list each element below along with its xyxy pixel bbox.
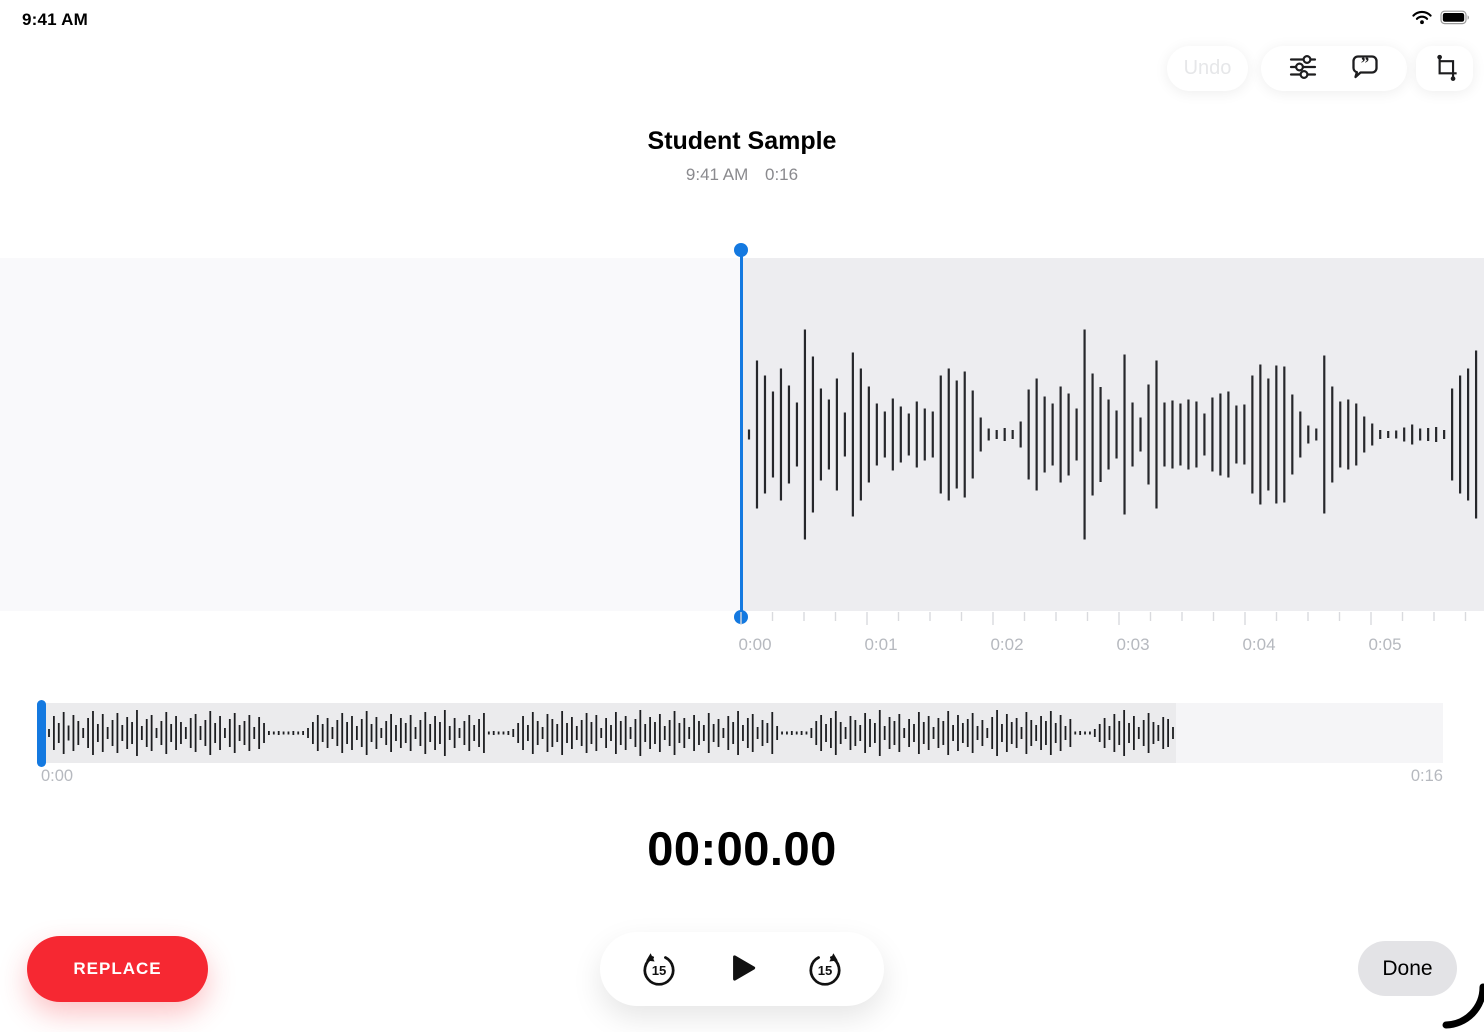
overview-end-time: 0:16 [1410,767,1443,785]
playback-settings-button[interactable] [1282,48,1324,90]
svg-text:”: ” [1361,54,1370,73]
skip-forward-15-icon: 15 [804,947,846,992]
overview-waveform [48,710,1174,756]
crop-icon [1428,50,1462,87]
svg-text:0:01: 0:01 [864,635,897,654]
done-button[interactable]: Done [1358,941,1457,996]
play-icon [721,947,763,992]
status-bar-time: 9:41 AM [22,10,88,29]
skip-back-15-button[interactable]: 15 [635,945,683,993]
skip-forward-15-button[interactable]: 15 [801,945,849,993]
playhead-top-handle[interactable] [734,243,748,257]
corner-arc-graphic [1442,983,1484,1029]
current-time-display: 00:00.00 [647,822,837,875]
time-ruler: 0:00 0:01 0:02 0:03 0:04 0:05 [738,612,1467,654]
wifi-icon [1411,9,1433,30]
undo-button[interactable]: Undo [1167,46,1248,91]
transcript-bubble-icon: ” [1349,51,1381,86]
recording-title: Student Sample [647,127,837,155]
svg-text:15: 15 [818,962,833,977]
sliders-icon [1287,52,1319,85]
svg-text:15: 15 [652,962,667,977]
status-bar-icons [1411,9,1470,30]
waveform-left-region [0,258,741,611]
main-waveform [747,329,1478,540]
recording-time: 9:41 AM [685,165,749,184]
playhead[interactable] [739,250,743,617]
svg-text:0:04: 0:04 [1242,635,1275,654]
svg-text:0:02: 0:02 [990,635,1023,654]
recording-meta: 9:41 AM 0:16 [0,165,1484,185]
crop-pill [1416,46,1473,91]
trim-button[interactable] [1424,48,1466,90]
waveform-scrub-area[interactable] [0,258,1484,611]
svg-text:0:05: 0:05 [1368,635,1401,654]
svg-text:0:03: 0:03 [1116,635,1149,654]
overview-start-time: 0:00 [41,767,74,785]
waveform-right-region [741,258,1484,611]
toolbar-pill: ” [1261,46,1407,91]
overview-strip[interactable] [37,700,1443,767]
overview-empty-region [1176,703,1443,763]
transcript-button[interactable]: ” [1344,48,1386,90]
recording-duration: 0:16 [765,165,799,184]
battery-icon [1440,10,1470,30]
play-button[interactable] [718,945,766,993]
replace-button[interactable]: REPLACE [27,936,208,1002]
overview-playhead[interactable] [37,700,46,767]
svg-text:0:00: 0:00 [738,635,771,654]
transport-bar: 15 15 [600,932,884,1006]
skip-back-15-icon: 15 [638,947,680,992]
